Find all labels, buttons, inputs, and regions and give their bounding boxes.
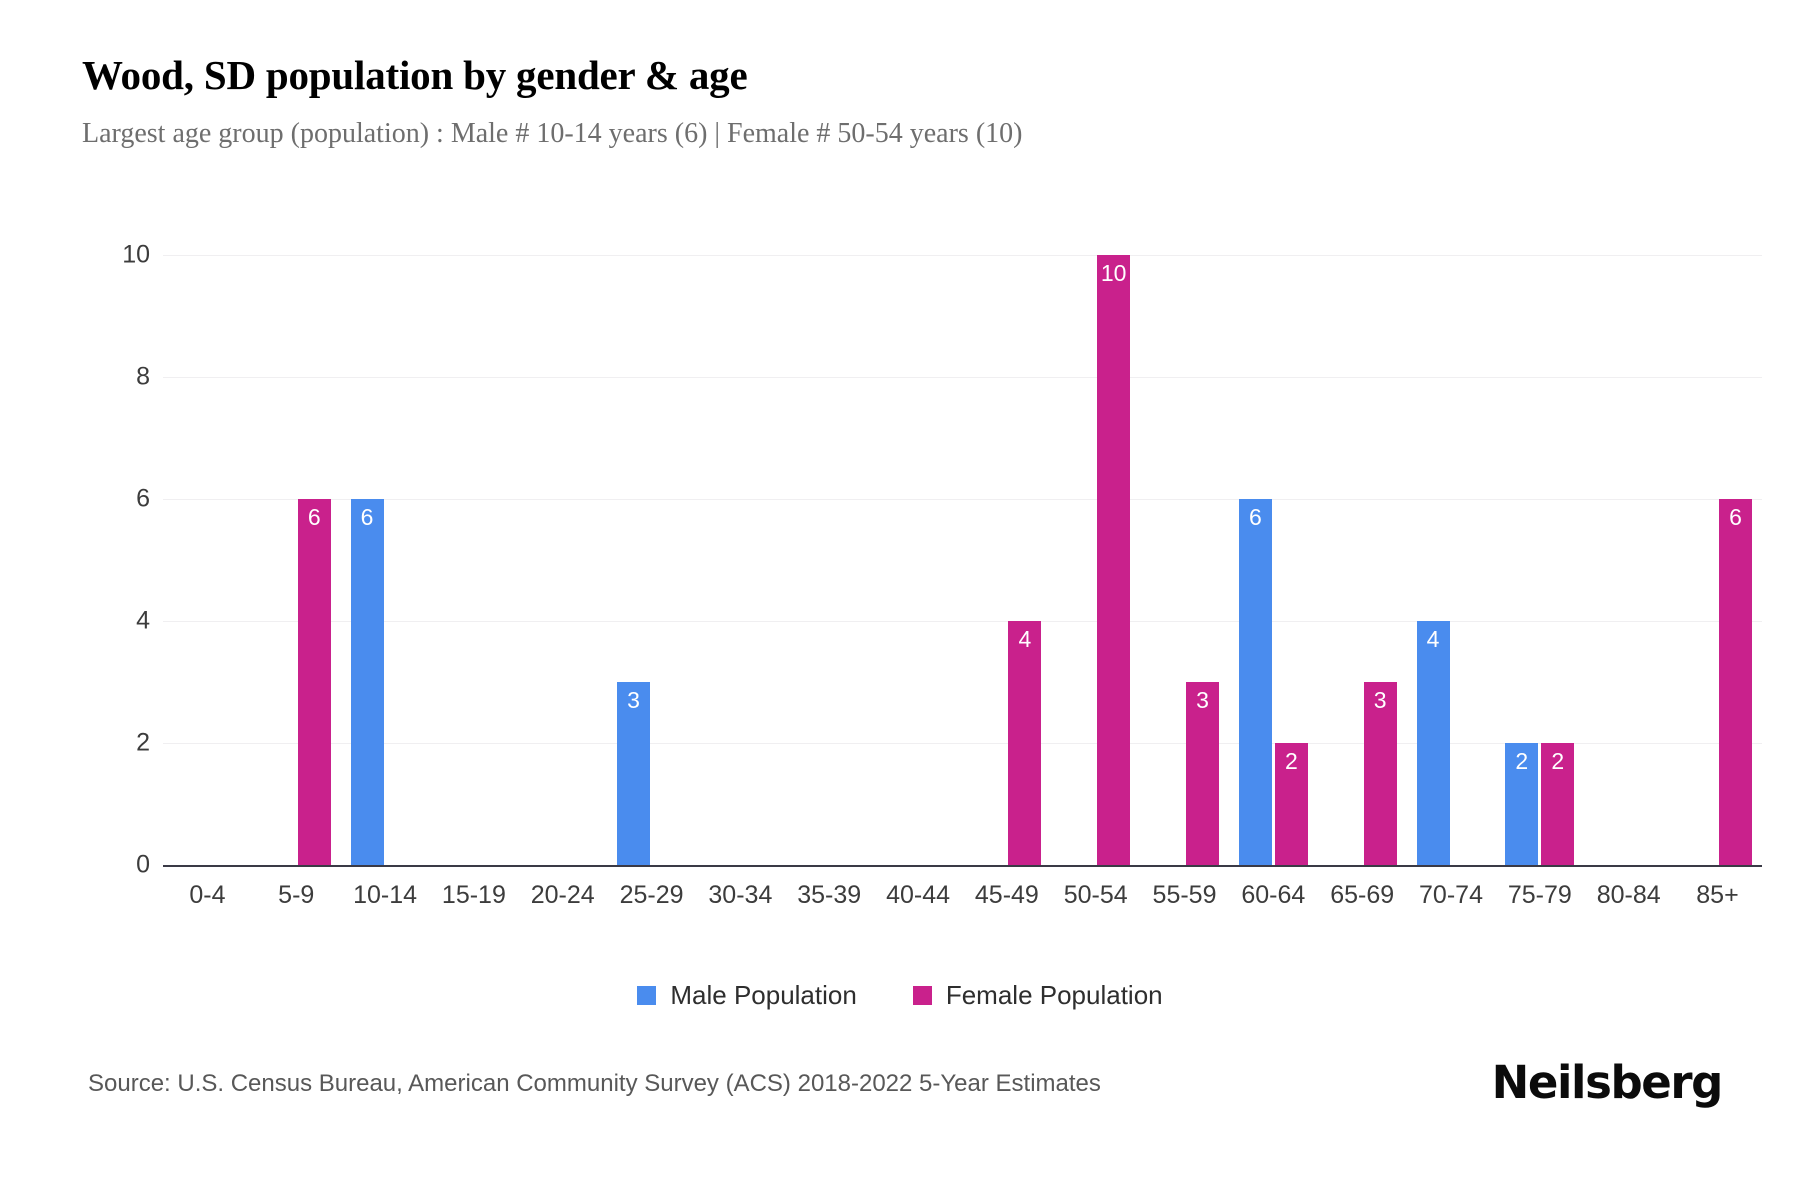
bar-group	[163, 255, 252, 865]
bar-value-label: 2	[1284, 748, 1298, 774]
bar-group: 4	[1407, 255, 1496, 865]
legend-swatch-male-icon	[637, 986, 657, 1005]
legend-swatch-female-icon	[912, 986, 932, 1005]
bar-group	[874, 255, 963, 865]
bar-value-label: 6	[307, 504, 321, 530]
bar-value-label: 10	[1100, 260, 1127, 286]
gridline	[163, 255, 1762, 256]
bar-group: 4	[962, 255, 1051, 865]
x-axis-tick-label: 70-74	[1419, 881, 1483, 909]
x-axis-tick-label: 15-19	[441, 881, 506, 909]
page-title: Wood, SD population by gender & age	[82, 52, 748, 98]
chart-subtitle: Largest age group (population) : Male # …	[82, 118, 1023, 150]
bar-group	[1584, 255, 1673, 865]
bar-group	[696, 255, 785, 865]
x-axis-tick-label: 55-59	[1152, 881, 1217, 909]
x-axis-tick-label: 25-29	[619, 881, 684, 909]
x-axis-tick-label: 20-24	[530, 881, 595, 909]
bar-value-label: 3	[1373, 687, 1387, 713]
bar-value-label: 4	[1426, 626, 1440, 652]
x-axis-tick-label: 45-49	[974, 881, 1039, 909]
bar-value-label: 3	[627, 687, 640, 713]
x-axis-tick-label: 50-54	[1063, 881, 1128, 909]
bar-group	[785, 255, 874, 865]
bar-male[interactable]: 6	[1238, 499, 1272, 865]
gridline	[163, 621, 1762, 622]
source-note: Source: U.S. Census Bureau, American Com…	[88, 1070, 1101, 1097]
plot-area: 0 2 4 6 8 10 6 6 3 4 10 3 6 2 3 4 2 2 6 0-4 5-9 10-14 15-19 2…	[0, 241, 1800, 909]
y-axis-tick-label: 2	[136, 728, 150, 757]
bar-female[interactable]: 6	[1718, 499, 1752, 865]
bar-female[interactable]: 2	[1541, 743, 1575, 865]
x-axis-tick-label: 65-69	[1330, 881, 1395, 909]
x-axis-tick-label: 75-79	[1507, 881, 1572, 909]
bar-value-label: 2	[1551, 748, 1565, 774]
bar-group: 3	[607, 255, 696, 865]
gridline	[163, 499, 1762, 500]
gridline	[163, 743, 1762, 744]
bar-male[interactable]: 3	[617, 682, 651, 865]
bar-value-label: 6	[1729, 504, 1742, 530]
x-axis-tick-label: 35-39	[797, 881, 862, 909]
x-axis-tick-label: 40-44	[886, 881, 951, 909]
bar-female[interactable]: 2	[1274, 743, 1308, 865]
chart-legend: Male Population Female Population	[0, 980, 1800, 1011]
bar-value-label: 6	[1248, 504, 1262, 530]
bar-group: 3	[1140, 255, 1229, 865]
y-axis-tick-label: 10	[122, 240, 150, 269]
legend-label-male: Male Population	[670, 980, 857, 1010]
legend-item-female[interactable]: Female Population	[912, 980, 1163, 1011]
bar-value-label: 6	[360, 504, 374, 530]
x-axis-tick-label: 80-84	[1596, 881, 1661, 909]
bar-group: 6	[252, 255, 341, 865]
y-axis-tick-label: 8	[136, 362, 150, 391]
legend-label-female: Female Population	[945, 980, 1163, 1010]
bar-female[interactable]: 3	[1363, 682, 1397, 865]
bar-value-label: 3	[1196, 687, 1209, 713]
bar-group: 3	[1318, 255, 1407, 865]
x-axis-labels: 0-4 5-9 10-14 15-19 20-24 25-29 30-34 35-39 40-4…	[163, 869, 1762, 910]
x-axis-tick-label: 5-9	[278, 881, 315, 909]
x-axis-tick-label: 10-14	[353, 881, 418, 909]
x-axis-tick-label: 30-34	[708, 881, 773, 909]
bar-female[interactable]: 4	[1008, 621, 1042, 865]
y-axis-tick-label: 0	[136, 850, 150, 879]
bar-group	[429, 255, 518, 865]
bar-value-label: 4	[1018, 626, 1032, 652]
bar-male[interactable]: 2	[1505, 743, 1539, 865]
x-axis-tick-label: 0-4	[189, 881, 226, 909]
bar-group: 6	[1673, 255, 1762, 865]
x-axis-tick-label: 60-64	[1241, 881, 1306, 909]
y-axis-labels: 0 2 4 6 8 10	[88, 241, 150, 879]
bar-series-container: 6 6 3 4 10 3 6 2 3 4 2 2 6	[163, 255, 1762, 865]
x-axis-tick-label: 85+	[1696, 881, 1739, 909]
y-axis-tick-label: 6	[136, 484, 150, 513]
bar-group	[518, 255, 607, 865]
grid-area: 6 6 3 4 10 3 6 2 3 4 2 2 6	[163, 255, 1762, 867]
chart-header: Wood, SD population by gender & age Larg…	[82, 52, 1722, 151]
bar-female[interactable]: 6	[297, 499, 331, 865]
bar-value-label: 2	[1515, 748, 1529, 774]
legend-item-male[interactable]: Male Population	[637, 980, 857, 1011]
bar-group: 10	[1051, 255, 1140, 865]
bar-female[interactable]: 10	[1097, 255, 1131, 865]
bar-female[interactable]: 3	[1186, 682, 1220, 865]
x-axis-line	[163, 865, 1762, 867]
bar-male[interactable]: 6	[350, 499, 384, 865]
bar-group: 6	[341, 255, 430, 865]
bar-male[interactable]: 4	[1416, 621, 1450, 865]
y-axis-tick-label: 4	[136, 606, 150, 635]
brand-logo: Neilsberg	[1491, 1056, 1724, 1109]
gridline	[163, 377, 1762, 378]
